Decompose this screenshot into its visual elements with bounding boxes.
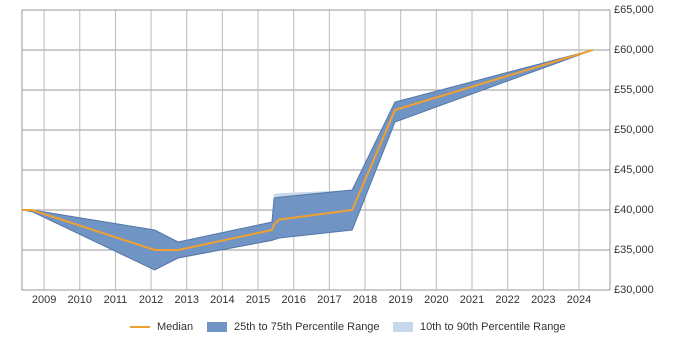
y-tick-label: £65,000 <box>614 4 654 16</box>
x-tick-label: 2016 <box>281 294 305 306</box>
plot-border <box>21 9 611 291</box>
x-tick-label: 2009 <box>32 294 56 306</box>
plot <box>21 49 594 271</box>
legend-swatch <box>207 322 227 332</box>
y-tick-label: £50,000 <box>614 124 654 136</box>
median-line <box>22 49 594 251</box>
y-tick-label: £30,000 <box>614 284 654 296</box>
legend-label: 25th to 75th Percentile Range <box>234 321 380 333</box>
y-tick-label: £60,000 <box>614 44 654 56</box>
x-tick-label: 2022 <box>495 294 519 306</box>
x-tick-label: 2024 <box>567 294 591 306</box>
legend-label: Median <box>157 321 193 333</box>
grid: £30,000 £35,000 £40,000 £45,000 £50,000 £55,0… <box>22 4 654 306</box>
x-tick-label: 2011 <box>104 294 128 306</box>
legend-label: 10th to 90th Percentile Range <box>420 321 566 333</box>
x-tick-label: 2023 <box>531 294 555 306</box>
y-tick-label: £55,000 <box>614 84 654 96</box>
x-tick-label: 2017 <box>317 294 341 306</box>
x-tick-label: 2013 <box>174 294 198 306</box>
x-tick-label: 2010 <box>68 294 92 306</box>
x-tick-label: 2019 <box>388 294 412 306</box>
x-tick-label: 2014 <box>210 294 234 306</box>
x-tick-label: 2012 <box>139 294 163 306</box>
y-tick-label: £40,000 <box>614 204 654 216</box>
x-tick-label: 2015 <box>246 294 270 306</box>
x-tick-label: 2020 <box>424 294 448 306</box>
legend-swatch <box>393 322 413 332</box>
legend: Median 25th to 75th Percentile Range 10th … <box>130 321 566 333</box>
y-tick-label: £35,000 <box>614 244 654 256</box>
y-tick-label: £45,000 <box>614 164 654 176</box>
x-tick-label: 2021 <box>460 294 484 306</box>
x-tick-label: 2018 <box>353 294 377 306</box>
